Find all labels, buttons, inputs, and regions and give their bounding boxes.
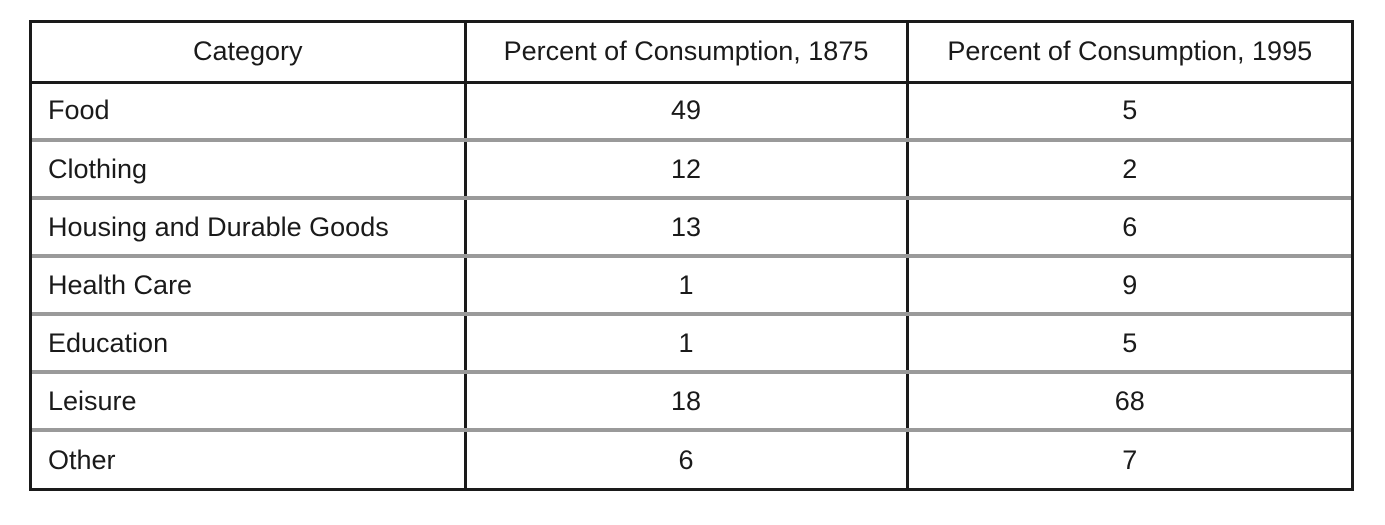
category-cell: Other	[32, 428, 465, 488]
value-1875-cell: 13	[463, 196, 907, 256]
table-header-row: Category Percent of Consumption, 1875 Pe…	[32, 23, 1351, 84]
table-row: Health Care 1 9	[32, 254, 1351, 314]
value-1995-cell: 2	[905, 138, 1351, 198]
category-cell: Leisure	[32, 370, 465, 430]
value-1875-cell: 49	[463, 82, 907, 140]
column-header-category: Category	[32, 23, 465, 84]
value-1995-cell: 5	[905, 312, 1351, 372]
value-1995-cell: 7	[905, 428, 1351, 488]
category-cell: Housing and Durable Goods	[32, 196, 465, 256]
consumption-table: Category Percent of Consumption, 1875 Pe…	[32, 23, 1351, 488]
value-1875-cell: 18	[463, 370, 907, 430]
table-row: Clothing 12 2	[32, 138, 1351, 198]
category-cell: Clothing	[32, 138, 465, 198]
consumption-table-frame: Category Percent of Consumption, 1875 Pe…	[29, 20, 1354, 491]
value-1995-cell: 5	[905, 82, 1351, 140]
table-row: Education 1 5	[32, 312, 1351, 372]
table-row: Food 49 5	[32, 82, 1351, 140]
category-cell: Education	[32, 312, 465, 372]
category-cell: Food	[48, 95, 110, 126]
value-1995-cell: 68	[905, 370, 1351, 430]
value-1995-cell: 6	[905, 196, 1351, 256]
table-row: Leisure 18 68	[32, 370, 1351, 430]
value-1875-cell: 1	[463, 254, 907, 314]
value-1875-cell: 1	[463, 312, 907, 372]
category-cell: Health Care	[32, 254, 465, 314]
table-row: Other 6 7	[32, 428, 1351, 488]
value-1875-cell: 12	[463, 138, 907, 198]
column-header-1875: Percent of Consumption, 1875	[463, 23, 907, 84]
value-1995-cell: 9	[905, 254, 1351, 314]
table-row: Housing and Durable Goods 13 6	[32, 196, 1351, 256]
column-header-1995: Percent of Consumption, 1995	[905, 23, 1351, 84]
value-1875-cell: 6	[463, 428, 907, 488]
